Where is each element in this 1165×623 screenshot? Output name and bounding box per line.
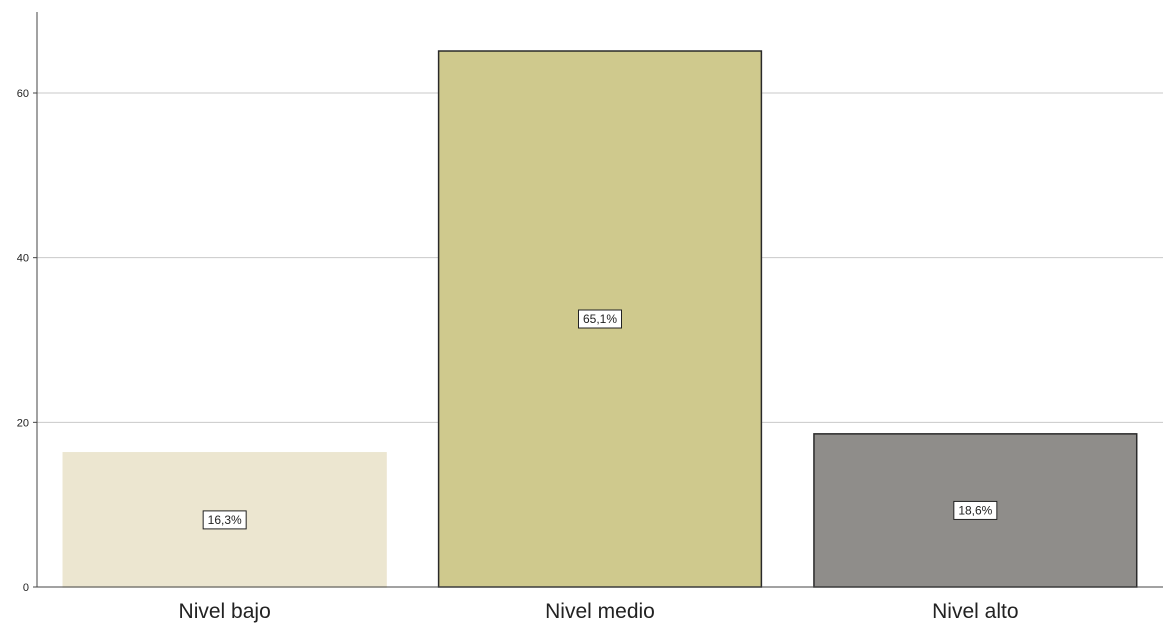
y-tick-label-40: 40 (17, 253, 29, 265)
data-label-1: 65,1% (583, 312, 617, 326)
category-label-2: Nivel alto (932, 600, 1018, 623)
category-label-1: Nivel medio (545, 600, 655, 623)
data-labels: 16,3% 65,1% 18,6% (202, 309, 998, 530)
category-labels: Nivel bajo Nivel medio Nivel alto (179, 600, 1019, 623)
category-label-0: Nivel bajo (179, 600, 271, 623)
y-tick-label-0: 0 (23, 582, 29, 594)
data-label-box-2 (953, 500, 998, 520)
data-label-2: 18,6% (958, 503, 992, 517)
y-axis-ticks: 0 20 40 60 (17, 88, 37, 594)
data-label-0: 16,3% (208, 513, 242, 527)
data-label-box-0 (202, 510, 247, 530)
y-tick-label-60: 60 (17, 88, 29, 100)
data-label-box-1 (578, 309, 622, 329)
y-tick-label-20: 20 (17, 417, 29, 429)
axes (36, 12, 1163, 588)
